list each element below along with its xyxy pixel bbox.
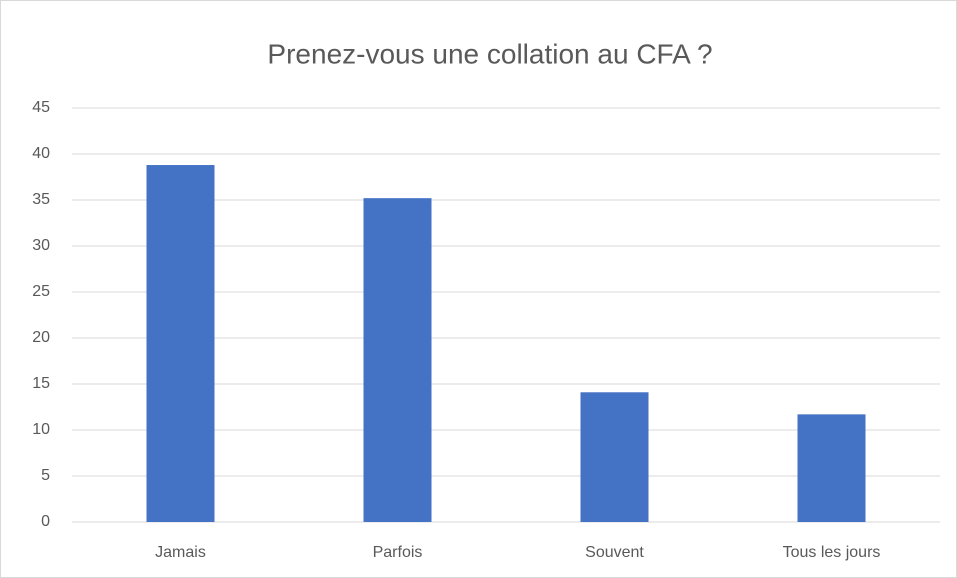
- bar: [146, 165, 215, 523]
- x-tick-label: Parfois: [373, 544, 423, 561]
- y-tick-label: 45: [32, 99, 50, 116]
- bar: [363, 198, 432, 522]
- chart-title: Prenez-vous une collation au CFA ?: [267, 38, 712, 69]
- y-tick-label: 15: [32, 375, 50, 392]
- x-tick-label: Souvent: [585, 544, 644, 561]
- y-tick-label: 10: [32, 421, 50, 438]
- y-tick-label: 40: [32, 145, 50, 162]
- bar: [797, 414, 866, 522]
- bar: [580, 392, 649, 522]
- y-tick-label: 20: [32, 329, 50, 346]
- y-tick-label: 0: [41, 513, 50, 530]
- y-tick-label: 25: [32, 283, 50, 300]
- y-tick-label: 35: [32, 191, 50, 208]
- y-tick-label: 30: [32, 237, 50, 254]
- x-tick-label: Tous les jours: [783, 544, 881, 561]
- x-tick-label: Jamais: [155, 544, 206, 561]
- y-tick-label: 5: [41, 467, 50, 484]
